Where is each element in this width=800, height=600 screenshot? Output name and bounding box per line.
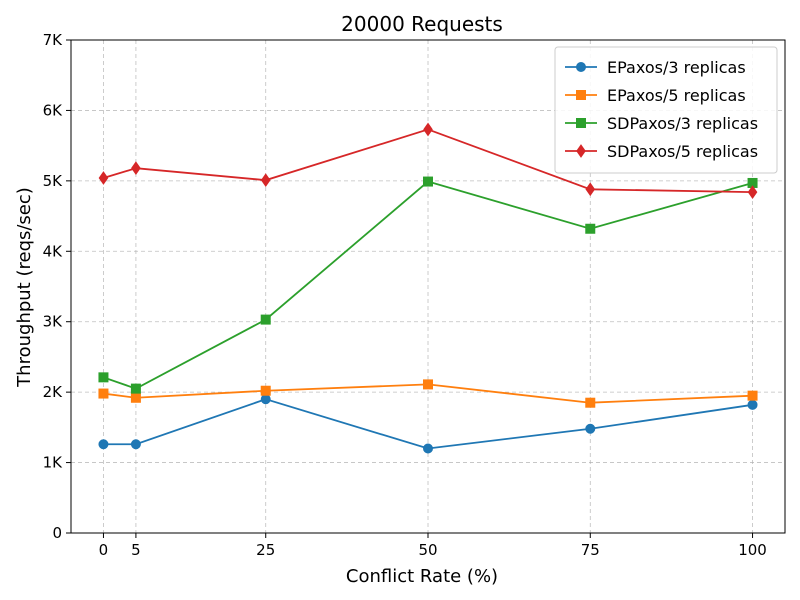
- series-3: [98, 176, 758, 394]
- y-tick-label: 2K: [43, 383, 64, 401]
- legend-entry: EPaxos/5 replicas: [565, 86, 746, 105]
- chart-title: 20000 Requests: [341, 12, 503, 36]
- series-2: [98, 379, 758, 408]
- data-point: [423, 176, 433, 187]
- legend-marker: [576, 90, 586, 100]
- series-line: [103, 128, 753, 194]
- series-4: [98, 122, 758, 199]
- data-point: [131, 161, 141, 176]
- data-point: [585, 423, 596, 434]
- data-point: [260, 314, 271, 325]
- legend-marker: [576, 144, 586, 158]
- data-point: [423, 122, 433, 137]
- data-point: [585, 397, 596, 408]
- legend-label: EPaxos/5 replicas: [607, 86, 746, 105]
- legend-marker: [576, 62, 586, 72]
- data-point: [585, 223, 596, 234]
- data-point: [423, 379, 433, 390]
- x-tick-label: 25: [256, 541, 275, 559]
- y-tick-label: 5K: [43, 172, 64, 190]
- y-tick-label: 7K: [43, 31, 64, 49]
- legend-entry: SDPaxos/5 replicas: [565, 142, 758, 161]
- axes: 0 5 25 50 75 100 0 1K 2K 3K 4K 5K 6K 7K: [43, 31, 786, 559]
- series-line: [103, 180, 753, 390]
- data-point: [747, 399, 758, 410]
- series-line: [103, 383, 753, 404]
- data-point: [260, 394, 271, 405]
- data-point: [585, 182, 596, 197]
- x-tick-label: 100: [738, 541, 767, 559]
- data-point: [98, 171, 109, 185]
- x-axis-title: Conflict Rate (%): [346, 566, 498, 587]
- x-tick-label: 50: [418, 541, 437, 559]
- series-line: [103, 398, 753, 450]
- legend: EPaxos/3 replicas EPaxos/5 replicas SDPaxo…: [554, 46, 778, 174]
- y-tick-label: 3K: [43, 313, 64, 331]
- data-point: [260, 173, 271, 188]
- series-1: [98, 394, 758, 454]
- y-tick-label: 6K: [43, 101, 64, 119]
- legend-label: SDPaxos/5 replicas: [607, 142, 758, 161]
- legend-entry: EPaxos/3 replicas: [565, 58, 746, 77]
- y-axis-title: Throughput (reqs/sec): [14, 187, 35, 388]
- x-tick-label: 75: [581, 541, 600, 559]
- data-point: [130, 392, 141, 403]
- legend-label: EPaxos/3 replicas: [607, 58, 746, 77]
- data-point: [260, 385, 271, 396]
- legend-entry: SDPaxos/3 replicas: [565, 114, 758, 133]
- data-point: [98, 372, 109, 383]
- data-point: [747, 390, 758, 401]
- data-point: [423, 443, 433, 454]
- y-tick-label: 0: [52, 524, 62, 542]
- data-point: [98, 439, 109, 450]
- data-point: [130, 383, 141, 394]
- legend-box: [554, 46, 778, 174]
- series-group: [98, 122, 758, 454]
- legend-marker: [576, 118, 586, 128]
- y-tick-label: 4K: [43, 242, 64, 260]
- y-tick-label: 1K: [43, 454, 64, 472]
- data-point: [98, 388, 109, 399]
- legend-label: SDPaxos/3 replicas: [607, 114, 758, 133]
- x-tick-label: 0: [99, 541, 109, 559]
- data-point: [747, 185, 758, 199]
- x-tick-label: 5: [131, 541, 141, 559]
- data-point: [130, 439, 141, 450]
